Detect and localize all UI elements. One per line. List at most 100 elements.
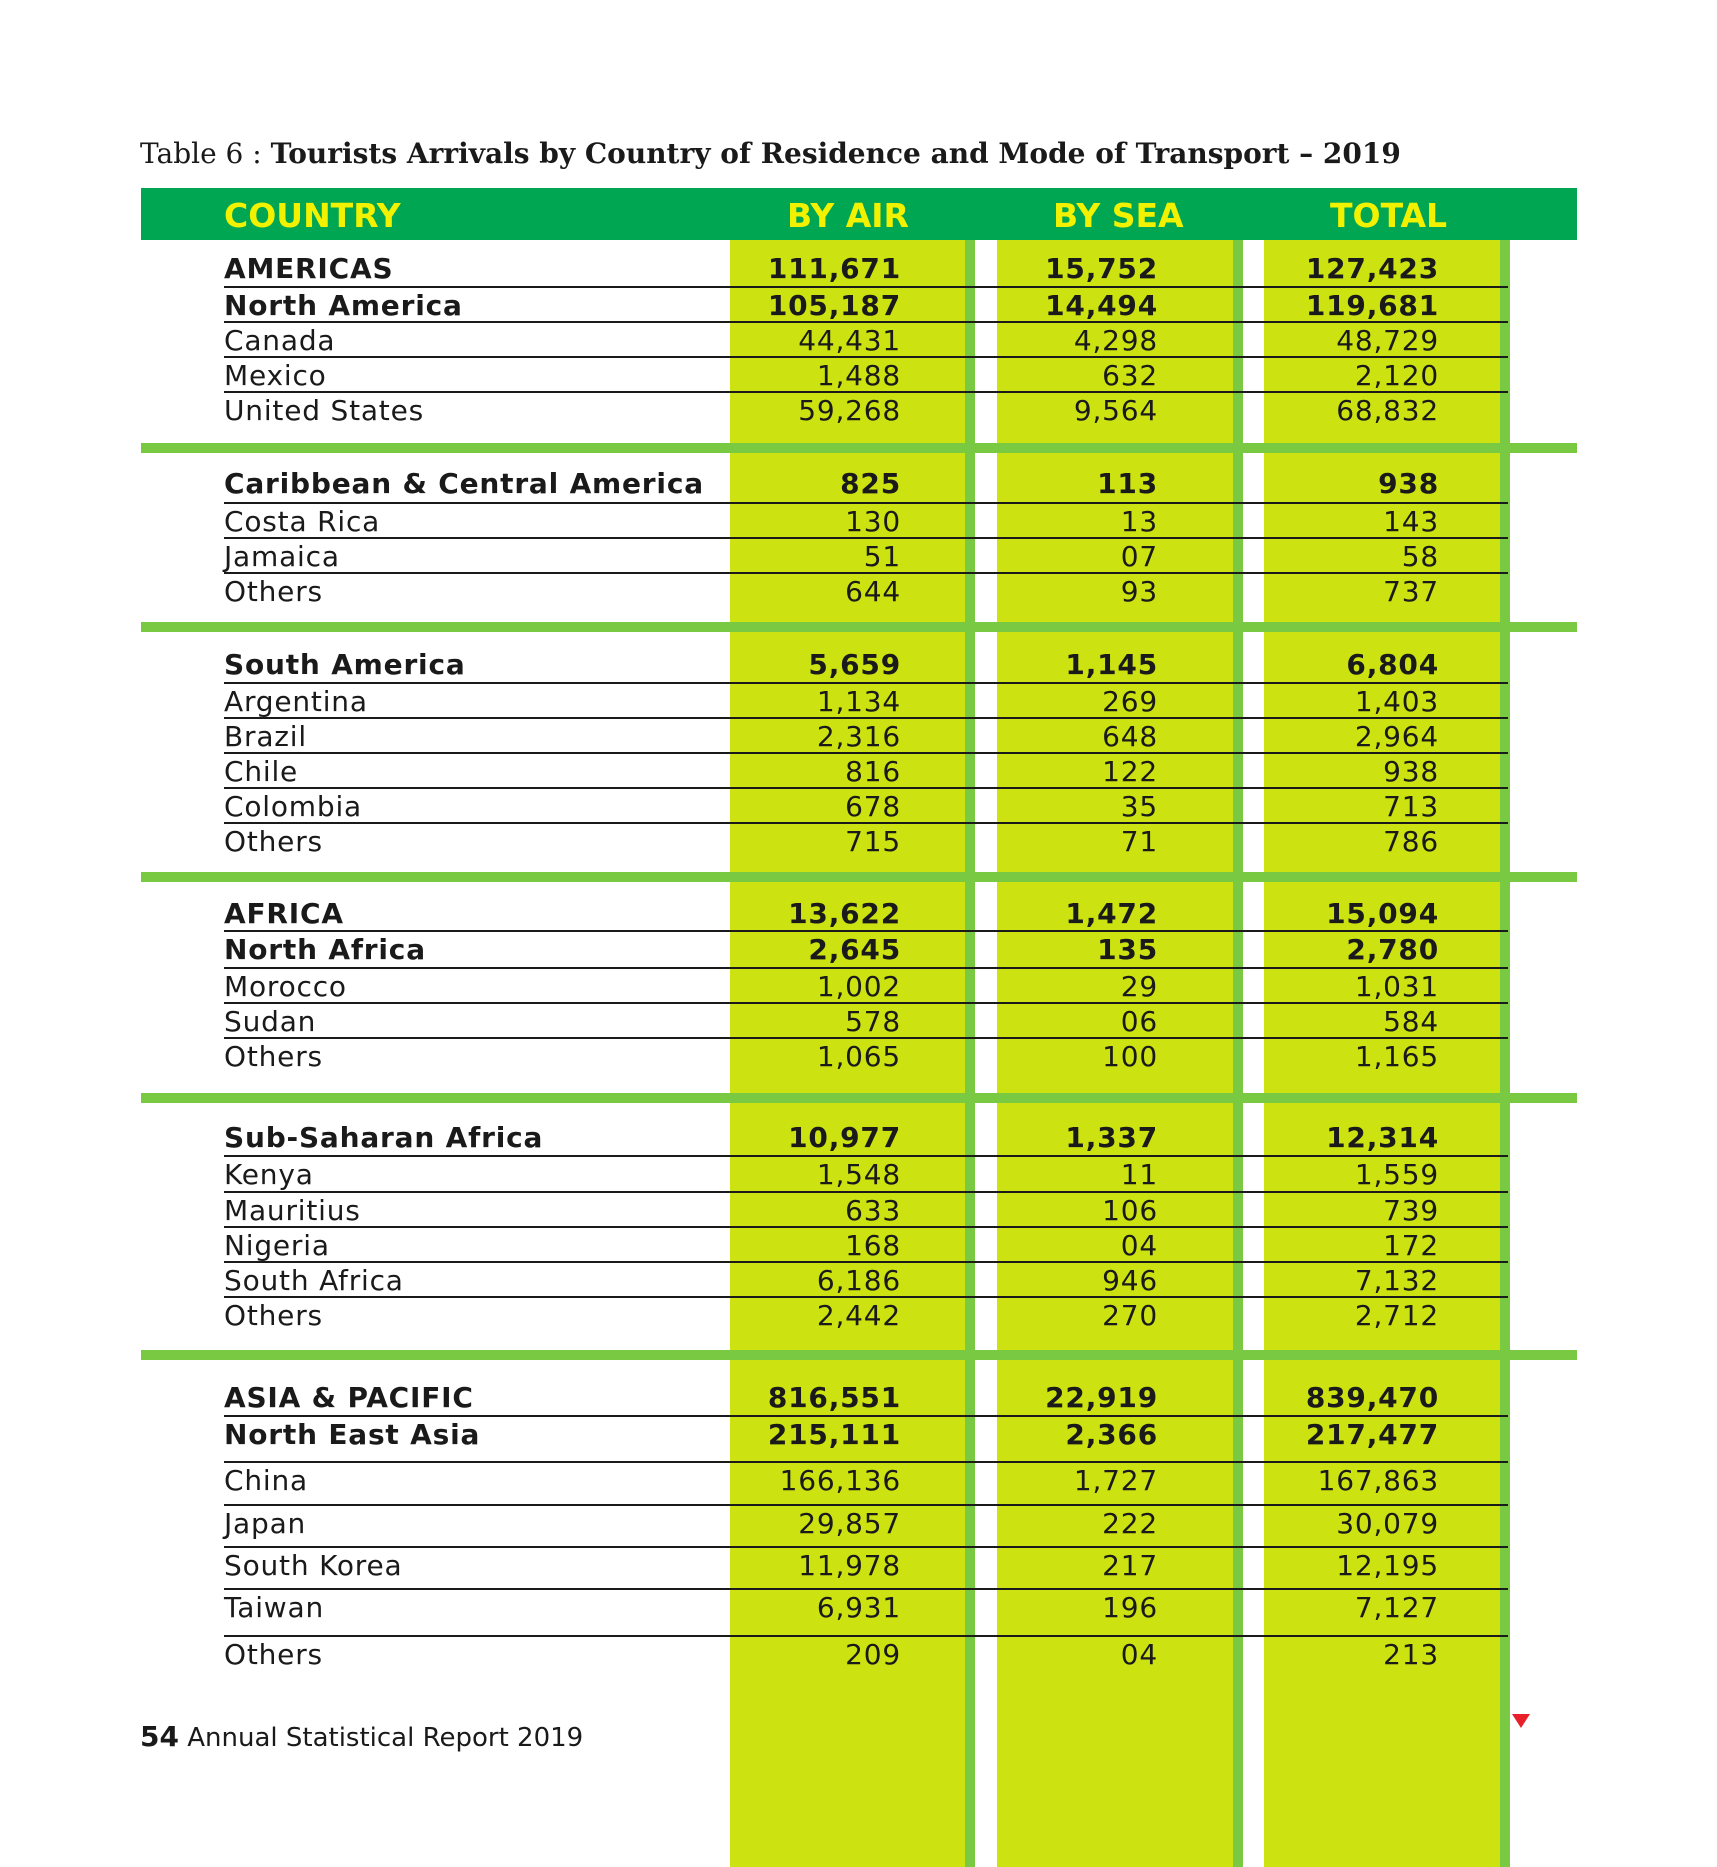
row-country-name: Brazil (224, 720, 307, 753)
row-country-name: Costa Rica (224, 505, 381, 538)
row-total-value: 1,165 (1354, 1040, 1439, 1073)
row-by-sea-value: 04 (1120, 1229, 1158, 1262)
row-by-air-value: 6,186 (816, 1264, 901, 1297)
row-country-name: South Korea (224, 1549, 403, 1582)
row-by-sea-value: 1,727 (1073, 1464, 1158, 1497)
row-country-name: South Africa (224, 1264, 404, 1297)
row-total-value: 15,094 (1326, 897, 1439, 930)
row-total-value: 167,863 (1317, 1464, 1439, 1497)
row-by-sea-value: 29 (1120, 970, 1158, 1003)
row-by-air-value: 111,671 (767, 252, 901, 285)
row-total-value: 6,804 (1346, 648, 1439, 681)
row-total-value: 786 (1383, 825, 1439, 858)
row-total-value: 12,195 (1336, 1549, 1439, 1582)
row-by-sea-value: 06 (1120, 1005, 1158, 1038)
row-total-value: 143 (1383, 505, 1439, 538)
row-total-value: 30,079 (1336, 1507, 1439, 1540)
row-by-air-value: 2,645 (808, 933, 901, 966)
row-divider (224, 1226, 1508, 1228)
column-header-total: TOTAL (1330, 196, 1448, 235)
row-country-name: Sub-Saharan Africa (224, 1121, 544, 1154)
row-total-value: 938 (1383, 755, 1439, 788)
row-by-sea-value: 4,298 (1073, 324, 1158, 357)
row-country-name: Taiwan (224, 1591, 325, 1624)
row-by-sea-value: 14,494 (1045, 289, 1158, 322)
group-separator (141, 1093, 1577, 1103)
row-by-sea-value: 269 (1102, 685, 1158, 718)
row-total-value: 2,780 (1346, 933, 1439, 966)
row-by-sea-value: 122 (1102, 755, 1158, 788)
row-by-air-value: 644 (845, 575, 901, 608)
row-by-air-value: 44,431 (798, 324, 901, 357)
row-by-air-value: 215,111 (767, 1418, 901, 1451)
row-by-air-value: 1,134 (816, 685, 901, 718)
row-by-air-value: 1,065 (816, 1040, 901, 1073)
row-by-air-value: 168 (845, 1229, 901, 1262)
row-by-sea-value: 15,752 (1045, 252, 1158, 285)
column-divider-air (965, 240, 975, 1867)
row-total-value: 938 (1378, 467, 1439, 500)
row-divider (224, 787, 1508, 789)
row-total-value: 48,729 (1336, 324, 1439, 357)
row-divider (224, 356, 1508, 358)
red-down-triangle-icon (1512, 1714, 1530, 1728)
column-header-by-sea: BY SEA (1053, 196, 1184, 235)
row-country-name: North America (224, 289, 463, 322)
row-divider (224, 967, 1508, 969)
row-total-value: 1,559 (1354, 1158, 1439, 1191)
row-by-air-value: 166,136 (779, 1464, 901, 1497)
row-country-name: South America (224, 648, 466, 681)
row-country-name: North East Asia (224, 1418, 481, 1451)
row-divider (224, 822, 1508, 824)
row-by-sea-value: 1,472 (1065, 897, 1158, 930)
row-divider (224, 1002, 1508, 1004)
row-total-value: 839,470 (1305, 1381, 1439, 1414)
row-divider (224, 572, 1508, 574)
row-by-air-value: 209 (845, 1638, 901, 1671)
row-total-value: 584 (1383, 1005, 1439, 1038)
row-divider (224, 1261, 1508, 1263)
row-country-name: Others (224, 1299, 323, 1332)
row-by-air-value: 1,002 (816, 970, 901, 1003)
row-country-name: North Africa (224, 933, 426, 966)
row-country-name: Others (224, 1638, 323, 1671)
row-country-name: AFRICA (224, 897, 344, 930)
row-by-sea-value: 93 (1120, 575, 1158, 608)
air-column-background (730, 240, 971, 1867)
row-country-name: Japan (224, 1507, 307, 1540)
row-country-name: ASIA & PACIFIC (224, 1381, 474, 1414)
row-divider (224, 1037, 1508, 1039)
row-divider (224, 1415, 1508, 1417)
row-by-sea-value: 22,919 (1045, 1381, 1158, 1414)
row-total-value: 12,314 (1326, 1121, 1439, 1154)
row-country-name: Colombia (224, 790, 362, 823)
row-divider (224, 1191, 1508, 1193)
row-total-value: 7,127 (1354, 1591, 1439, 1624)
row-divider (224, 752, 1508, 754)
row-divider (224, 1461, 1508, 1463)
row-by-air-value: 11,978 (798, 1549, 901, 1582)
row-by-air-value: 578 (845, 1005, 901, 1038)
row-country-name: United States (224, 394, 425, 427)
row-by-air-value: 2,442 (816, 1299, 901, 1332)
row-by-sea-value: 07 (1120, 540, 1158, 573)
column-header-by-air: BY AIR (787, 196, 909, 235)
row-country-name: Canada (224, 324, 336, 357)
row-total-value: 217,477 (1305, 1418, 1439, 1451)
row-country-name: Argentina (224, 685, 368, 718)
row-country-name: Morocco (224, 970, 347, 1003)
column-header-country: COUNTRY (224, 196, 401, 235)
row-divider (224, 502, 1508, 504)
row-by-sea-value: 13 (1120, 505, 1158, 538)
row-divider (224, 1155, 1508, 1157)
row-by-sea-value: 217 (1102, 1549, 1158, 1582)
row-by-air-value: 678 (845, 790, 901, 823)
row-total-value: 172 (1383, 1229, 1439, 1262)
row-divider (224, 1588, 1508, 1590)
row-divider (224, 1504, 1508, 1506)
row-country-name: Mexico (224, 359, 327, 392)
row-by-sea-value: 1,337 (1065, 1121, 1158, 1154)
page-footer: 54 Annual Statistical Report 2019 (140, 1720, 583, 1753)
row-divider (224, 391, 1508, 393)
